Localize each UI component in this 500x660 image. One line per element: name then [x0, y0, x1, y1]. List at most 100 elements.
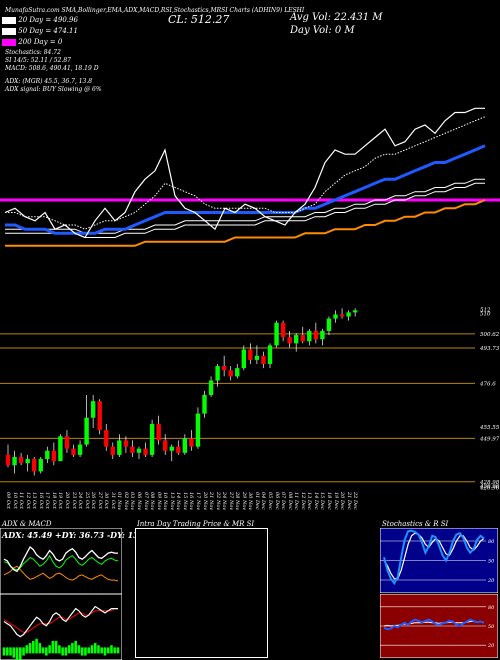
date-tick-label: 19 Oct	[57, 492, 64, 509]
candle-body	[12, 456, 17, 466]
date-tick-label: 13 Dec	[306, 492, 313, 510]
candle-body	[189, 438, 194, 447]
date-tick-label: 16 Nov	[188, 492, 195, 511]
candle-body	[51, 450, 57, 462]
date-tick-label: 27 Nov	[227, 492, 234, 511]
candle-body	[274, 322, 279, 346]
candle-body	[320, 330, 325, 340]
date-tick-label: 24 Nov	[221, 492, 228, 511]
candle-body	[339, 314, 345, 317]
white-average-line-b	[5, 182, 485, 238]
date-tick-label: 15 Dec	[319, 492, 326, 510]
price-level-label: 493.73	[479, 346, 500, 352]
date-tick-label: 07 Dec	[280, 492, 287, 510]
intraday-frame	[135, 528, 268, 658]
stochastics-k-line	[383, 529, 485, 586]
macd-histogram-bar	[12, 647, 16, 658]
legend-50-day-swatch	[2, 27, 16, 35]
stochastics-tick-label: 20	[487, 578, 495, 584]
candle-body	[307, 330, 312, 342]
macd-histogram-bar	[100, 647, 104, 654]
price-level-label: 449.97	[479, 436, 500, 442]
candle-body	[84, 417, 89, 445]
date-tick-label: 20 Nov	[201, 492, 208, 511]
macd-line	[3, 605, 118, 638]
stochastics-tick-label: 50	[488, 559, 495, 565]
macd-histogram-bar	[5, 647, 9, 656]
adx-signal: ADX signal: BUY Slowing @ 6%	[5, 86, 102, 93]
stochastics-panel: 80 50 20	[380, 528, 498, 593]
date-tick-label: 11 Oct	[18, 492, 25, 509]
date-tick-label: 05 Dec	[267, 492, 273, 510]
macd-histogram-bar	[2, 647, 6, 656]
candle-body	[333, 314, 338, 319]
candle-body	[267, 345, 273, 365]
date-tick-label: 27 Oct	[96, 492, 103, 509]
adx-line	[3, 546, 118, 573]
candle-body	[346, 312, 351, 317]
candle-body	[58, 436, 63, 462]
legend-200-day: 200 Day = 0	[2, 38, 62, 46]
adx-macd-panel	[0, 528, 122, 660]
close-price: CL: 512.27	[168, 13, 230, 26]
candle-body	[241, 349, 246, 369]
date-tick-label: 29 Nov	[240, 492, 247, 511]
macd-histogram-bar	[58, 645, 61, 654]
date-axis: 09 Oct 10 Oct 11 Oct 12 Oct 13 Oct 16 Oct 17 O…	[0, 492, 380, 512]
macd-histogram-bar	[48, 645, 51, 654]
macd-histogram-bar	[9, 647, 12, 656]
macd-histogram-bar	[71, 643, 74, 654]
date-tick-label: 10 Oct	[11, 492, 18, 509]
date-tick-label: 25 Oct	[83, 492, 90, 509]
price-level-label: 500.62	[480, 332, 500, 338]
date-tick-label: 12 Oct	[24, 492, 31, 509]
date-tick-label: 23 Oct	[70, 492, 77, 509]
macd-histogram-bar	[41, 647, 45, 654]
date-tick-label: 22 Nov	[214, 492, 221, 511]
legend-20-day-label: 20 Day = 490.96	[18, 16, 78, 24]
stochastics-value: Stochastics: 84.72	[5, 49, 61, 56]
candle-body	[156, 423, 161, 441]
date-tick-label: 03 Nov	[129, 492, 136, 511]
macd-histogram-bar	[35, 638, 38, 654]
date-tick-label: 09 Oct	[5, 492, 11, 509]
adx-banner: ADX: 45.49 +DY: 36.73 -DY: 13.76	[2, 530, 153, 540]
date-tick-label: 26 Oct	[90, 492, 97, 509]
candle-body	[110, 446, 115, 455]
candle-body	[352, 310, 358, 313]
date-tick-label: 17 Nov	[194, 492, 201, 511]
candle-body	[71, 448, 76, 455]
legend-20-day-swatch	[2, 16, 16, 24]
price-level-label: 428.98	[479, 480, 500, 486]
macd-histogram-bar	[116, 647, 120, 654]
date-tick-label: 06 Dec	[273, 492, 280, 510]
legend-200-day-label: 200 Day = 0	[18, 38, 63, 46]
price-level-label: 476.6	[479, 381, 496, 387]
date-tick-label: 18 Dec	[325, 492, 332, 510]
blue-ema-line	[5, 144, 486, 235]
date-tick-label: 11 Dec	[293, 492, 300, 510]
candle-body	[221, 366, 227, 371]
macd-histogram-bar	[93, 643, 97, 654]
macd-histogram-bar	[15, 647, 19, 660]
plus-di-line	[3, 554, 119, 571]
price-level-label: 510	[480, 312, 491, 318]
candle-body	[169, 446, 174, 451]
candle-body	[64, 436, 70, 449]
date-tick-label: 01 Nov	[116, 492, 123, 511]
candle-body	[130, 446, 135, 453]
candle-body	[326, 318, 332, 331]
price-line	[4, 107, 485, 239]
candle-body	[45, 450, 50, 460]
macd-histogram-bar	[51, 640, 55, 654]
adx-macd-title: ADX & MACD	[2, 520, 52, 528]
candle-body	[235, 368, 240, 377]
macd-histogram-bar	[45, 647, 48, 656]
intraday-panel	[135, 528, 268, 658]
day-volume: Day Vol: 0 M	[290, 25, 355, 36]
rsi-tick-label: 80	[488, 605, 495, 611]
candle-body	[38, 459, 43, 472]
macd-histogram-bar	[84, 647, 87, 656]
date-tick-label: 21 Dec	[345, 492, 352, 510]
